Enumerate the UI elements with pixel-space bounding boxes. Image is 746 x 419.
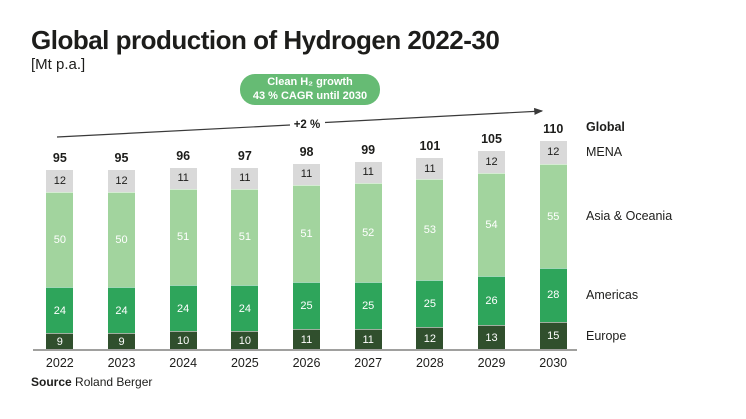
segment-mena-2024: 11 <box>169 167 197 189</box>
bar-stack-2028: 11 53 25 12 <box>416 158 444 350</box>
chart-legend: Global MENA Asia & Oceania Americas Europe <box>586 0 736 350</box>
year-label-2028: 2028 <box>415 356 444 370</box>
segment-asia-oceania-2030: 55 <box>539 163 567 269</box>
bar-column-2028: 101 11 53 25 12 <box>399 0 461 350</box>
bar-stack-2025: 11 51 24 10 <box>231 167 259 350</box>
growth-badge-line1: Clean H₂ growth <box>267 75 353 88</box>
segment-europe-2026: 11 <box>293 329 321 350</box>
total-label-2029: 105 <box>481 131 502 146</box>
segment-asia-oceania-2025: 51 <box>231 188 259 286</box>
source-text: Roland Berger <box>71 375 153 389</box>
segment-mena-2028: 11 <box>416 158 444 180</box>
segment-europe-2029: 13 <box>478 325 506 350</box>
bar-column-2023: 95 12 50 24 9 <box>91 0 153 350</box>
bar-stack-2026: 11 51 25 11 <box>293 163 321 350</box>
bar-column-2022: 95 12 50 24 9 <box>29 0 91 350</box>
bar-stack-2029: 12 54 26 13 <box>478 150 506 350</box>
year-label-2027: 2027 <box>354 356 383 370</box>
segment-americas-2023: 24 <box>108 287 135 333</box>
chart-area: 95 12 50 24 9 95 12 50 24 9 96 11 51 24 10 97 11 51 24 10 98… <box>29 0 584 350</box>
segment-asia-oceania-2024: 51 <box>169 188 197 286</box>
segment-americas-2029: 26 <box>478 275 506 326</box>
bar-column-2024: 96 11 51 24 10 <box>152 0 214 350</box>
growth-badge-line2: 43 % CAGR until 2030 <box>252 89 368 102</box>
segment-americas-2030: 28 <box>539 268 567 322</box>
segment-asia-oceania-2029: 54 <box>478 173 506 276</box>
x-axis-labels: 2022 2023 2024 2025 2026 2027 2028 2029 2030 <box>29 356 584 370</box>
total-label-2030: 110 <box>543 122 564 137</box>
source-note: Source Roland Berger <box>31 375 152 389</box>
bar-stack-2023: 12 50 24 9 <box>108 169 135 350</box>
legend-americas: Americas <box>586 287 639 302</box>
bar-column-2027: 99 11 52 25 11 <box>337 0 399 350</box>
source-label: Source <box>31 375 72 389</box>
bar-column-2030: 110 12 55 28 15 <box>522 0 584 350</box>
year-label-2023: 2023 <box>107 356 136 370</box>
bar-stack-2024: 11 51 24 10 <box>169 167 197 350</box>
year-label-2024: 2024 <box>169 356 198 370</box>
segment-europe-2028: 12 <box>416 327 444 350</box>
year-label-2025: 2025 <box>230 356 259 370</box>
year-label-2026: 2026 <box>292 356 321 370</box>
segment-europe-2023: 9 <box>108 332 135 350</box>
segment-mena-2026: 11 <box>293 163 321 185</box>
segment-americas-2025: 24 <box>231 285 259 331</box>
total-label-2027: 99 <box>361 142 376 157</box>
bar-column-2025: 97 11 51 24 10 <box>214 0 276 350</box>
year-label-2029: 2029 <box>477 356 506 370</box>
page-title: Global production of Hydrogen 2022-30 <box>31 25 500 55</box>
total-label-2023: 95 <box>114 150 129 165</box>
total-label-2022: 95 <box>52 150 67 165</box>
year-label-2030: 2030 <box>539 356 568 370</box>
bar-stack-2027: 11 52 25 11 <box>354 161 382 350</box>
segment-mena-2029: 12 <box>478 150 506 174</box>
segment-mena-2023: 12 <box>108 169 135 193</box>
segment-americas-2027: 25 <box>354 281 382 330</box>
segment-americas-2024: 24 <box>169 285 197 331</box>
bar-stack-2030: 12 55 28 15 <box>539 141 567 350</box>
year-label-2022: 2022 <box>45 356 74 370</box>
bar-column-2029: 105 12 54 26 13 <box>461 0 523 350</box>
segment-europe-2024: 10 <box>169 331 197 350</box>
bar-column-2026: 98 11 51 25 11 <box>276 0 338 350</box>
segment-europe-2027: 11 <box>354 329 382 350</box>
legend-europe: Europe <box>586 328 627 343</box>
segment-mena-2030: 12 <box>539 141 567 164</box>
growth-badge: Clean H₂ growth 43 % CAGR until 2030 <box>240 74 380 105</box>
segment-mena-2025: 11 <box>231 167 259 189</box>
units-label: [Mt p.a.] <box>31 56 86 73</box>
total-label-2024: 96 <box>176 148 191 163</box>
segment-europe-2025: 10 <box>231 331 259 350</box>
total-label-2026: 98 <box>299 144 314 159</box>
segment-americas-2028: 25 <box>416 279 444 328</box>
segment-europe-2030: 15 <box>539 321 567 350</box>
segment-asia-oceania-2022: 50 <box>46 192 74 288</box>
total-label-2028: 101 <box>419 139 441 154</box>
x-axis-line <box>33 349 577 351</box>
total-label-2025: 97 <box>237 148 252 163</box>
bar-stack-2022: 12 50 24 9 <box>46 169 74 350</box>
legend-asia-oceania: Asia & Oceania <box>586 209 673 224</box>
legend-global: Global <box>586 120 625 134</box>
segment-americas-2022: 24 <box>46 287 74 333</box>
legend-mena: MENA <box>586 145 623 160</box>
segment-asia-oceania-2027: 52 <box>354 182 382 282</box>
segment-asia-oceania-2028: 53 <box>416 179 444 280</box>
segment-europe-2022: 9 <box>46 332 74 350</box>
segment-americas-2026: 25 <box>293 281 321 330</box>
segment-asia-oceania-2026: 51 <box>293 184 321 282</box>
segment-mena-2022: 12 <box>46 169 74 193</box>
segment-asia-oceania-2023: 50 <box>108 192 135 288</box>
segment-mena-2027: 11 <box>354 161 382 183</box>
